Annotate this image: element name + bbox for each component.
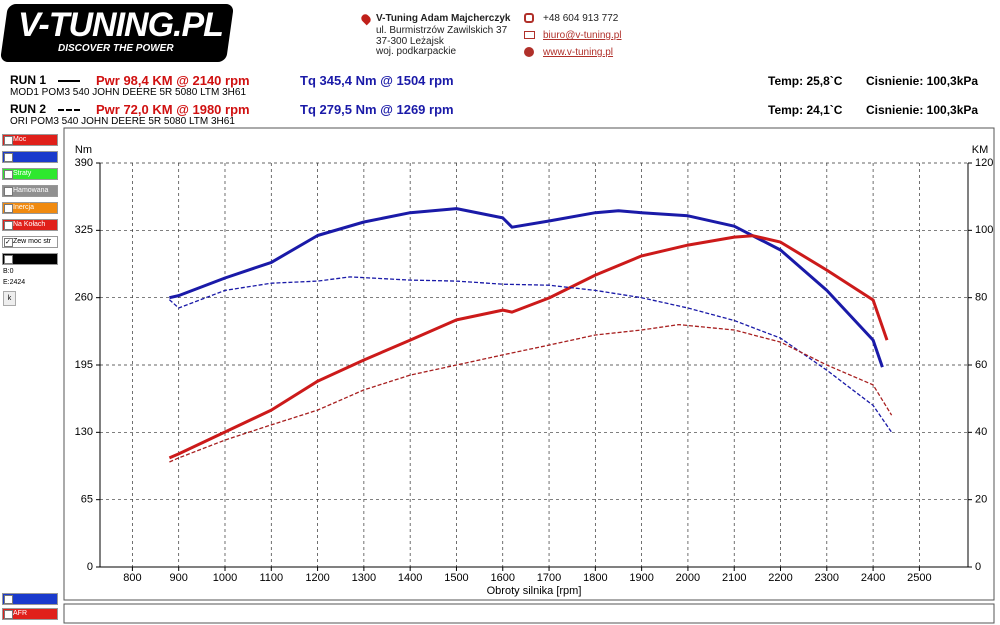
web-icon <box>524 47 534 57</box>
x-tick-label: 2100 <box>722 572 746 584</box>
x-tick-label: 1600 <box>491 572 515 584</box>
logo-title: V-TUNING.PL <box>18 6 224 44</box>
run-temp: Temp: 24,1`C <box>768 103 843 117</box>
button[interactable]: k <box>3 291 16 306</box>
phone: +48 604 913 772 <box>543 13 619 24</box>
checkbox[interactable] <box>4 204 13 213</box>
chart-frame <box>63 127 995 601</box>
x-tick-label: 1400 <box>398 572 422 584</box>
y-tick-label: 0 <box>87 561 93 573</box>
toggle-label: Zew moc str <box>13 238 52 245</box>
x-tick-label: 1900 <box>629 572 653 584</box>
bottom-toggle[interactable] <box>2 593 58 605</box>
line <box>168 234 889 460</box>
bottom-panel <box>63 603 995 624</box>
x-tick-label: 1300 <box>352 572 376 584</box>
y-tick-label: 130 <box>75 426 93 438</box>
logo-tagline: DISCOVER THE POWER <box>58 43 174 54</box>
run-line-sample <box>58 109 80 111</box>
end-label: E:2424 <box>3 279 26 286</box>
toggle-label: Moc <box>13 136 27 143</box>
toggle-label: Inercja <box>13 204 35 211</box>
toggle-label: Hamowana <box>13 187 49 194</box>
toggle-label: Na Kołach <box>13 221 46 228</box>
region: woj. podkarpackie <box>376 46 457 57</box>
company: V-Tuning Adam Majcherczyk <box>376 13 511 24</box>
toggle-label: AFR <box>13 610 27 617</box>
x-tick-label: 800 <box>123 572 141 584</box>
email[interactable]: biuro@v-tuning.pl <box>543 30 622 41</box>
run-label: RUN 2 <box>10 102 47 116</box>
y-tick-label: 390 <box>75 157 93 169</box>
y2-tick-label: 40 <box>975 426 987 438</box>
y2-tick-label: 120 <box>975 157 993 169</box>
run-power: Pwr 98,4 KM @ 2140 rpm <box>96 73 250 88</box>
run-power: Pwr 72,0 KM @ 1980 rpm <box>96 102 250 117</box>
x-tick-label: 1500 <box>444 572 468 584</box>
dashed-line <box>169 323 893 463</box>
run-label: RUN 1 <box>10 73 47 87</box>
y-tick-label: 325 <box>75 224 93 236</box>
checkbox[interactable]: ✓ <box>4 136 13 145</box>
checkbox[interactable] <box>4 221 13 230</box>
checkbox[interactable]: ✓ <box>4 153 13 162</box>
y2-tick-label: 0 <box>975 561 981 573</box>
address: 37-300 Leżajsk <box>376 36 444 47</box>
x-tick-label: 1800 <box>583 572 607 584</box>
series-toggle[interactable] <box>2 253 58 265</box>
y-axis-label: Nm <box>75 144 92 156</box>
x-tick-label: 1700 <box>537 572 561 584</box>
x-tick-label: 1200 <box>305 572 329 584</box>
run-description: MOD1 POM3 540 JOHN DEERE 5R 5080 LTM 3H6… <box>10 87 247 98</box>
x-tick-label: 2500 <box>907 572 931 584</box>
checkbox[interactable] <box>4 595 13 604</box>
run-torque: Tq 279,5 Nm @ 1269 rpm <box>300 102 454 117</box>
y2-tick-label: 60 <box>975 359 987 371</box>
x-tick-label: 2400 <box>861 572 885 584</box>
dashed-line <box>168 276 893 433</box>
x-tick-label: 900 <box>170 572 188 584</box>
run-temp: Temp: 25,8`C <box>768 74 843 88</box>
checkbox[interactable] <box>4 170 13 179</box>
begin-label: B:0 <box>3 268 14 275</box>
phone-icon <box>524 13 534 23</box>
x-axis-label: Obroty silnika [rpm] <box>487 585 582 597</box>
run-description: ORI POM3 540 JOHN DEERE 5R 5080 LTM 3H61 <box>10 116 235 127</box>
y2-tick-label: 100 <box>975 224 993 236</box>
run-torque: Tq 345,4 Nm @ 1504 rpm <box>300 73 454 88</box>
y-tick-label: 195 <box>75 359 93 371</box>
y-tick-label: 260 <box>75 292 93 304</box>
y2-tick-label: 20 <box>975 494 987 506</box>
website[interactable]: www.v-tuning.pl <box>543 47 614 58</box>
series-toggle[interactable]: ✓ <box>2 151 58 163</box>
checkbox[interactable]: ✓ <box>4 238 13 247</box>
toggle-label: Straty <box>13 170 32 177</box>
series-toggle[interactable]: Hamowana <box>2 185 58 197</box>
checkbox[interactable] <box>4 187 13 196</box>
run-pressure: Cisnienie: 100,3kPa <box>866 103 979 117</box>
run-pressure: Cisnienie: 100,3kPa <box>866 74 979 88</box>
y-tick-label: 65 <box>81 494 93 506</box>
line <box>169 207 884 368</box>
series-toggle[interactable]: Na Kołach <box>2 219 58 231</box>
y2-tick-label: 80 <box>975 292 987 304</box>
x-tick-label: 2300 <box>815 572 839 584</box>
run-line-sample <box>58 80 80 82</box>
checkbox[interactable] <box>4 610 13 619</box>
series-toggle[interactable]: Straty <box>2 168 58 180</box>
series-toggle[interactable]: Moc ✓ <box>2 134 58 146</box>
x-tick-label: 2200 <box>768 572 792 584</box>
x-tick-label: 2000 <box>676 572 700 584</box>
series-toggle[interactable]: Inercja <box>2 202 58 214</box>
x-tick-label: 1100 <box>259 572 283 584</box>
mail-icon <box>524 31 535 39</box>
address: ul. Burmistrzów Zawilskich 37 <box>376 25 508 36</box>
checkbox[interactable] <box>4 255 13 264</box>
bottom-toggle[interactable]: AFR <box>2 608 58 620</box>
y2-axis-label: KM <box>972 144 989 156</box>
x-tick-label: 1000 <box>213 572 237 584</box>
series-toggle[interactable]: Zew moc str ✓ <box>2 236 58 248</box>
